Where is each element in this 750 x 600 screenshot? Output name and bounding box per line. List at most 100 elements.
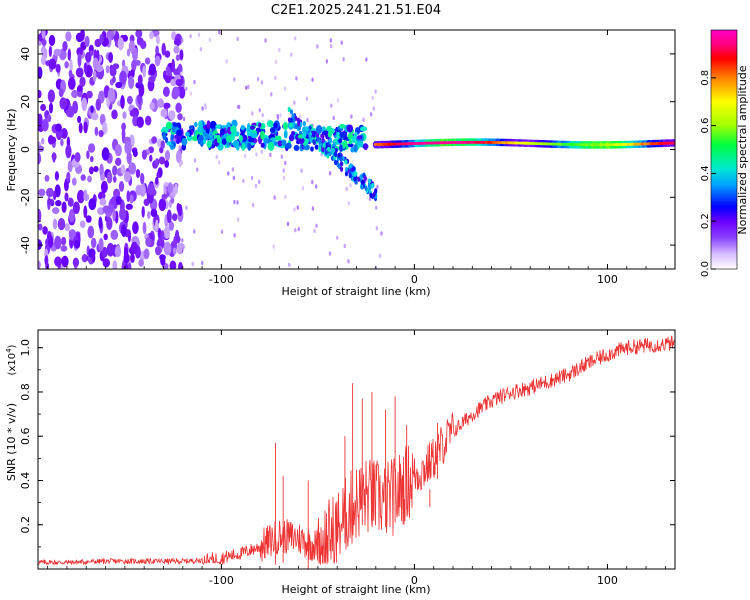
spectrogram-blob: [308, 133, 312, 139]
spectrogram-blob: [91, 253, 96, 263]
spectrogram-blob: [360, 184, 364, 190]
spectrogram-blob: [61, 236, 67, 246]
spectrogram-blob: [171, 86, 180, 99]
colorbar-tick-label: 0.8: [700, 70, 711, 86]
spectrogram-blob: [115, 157, 122, 166]
spectrogram-blob: [215, 154, 218, 160]
spectrogram-blob: [353, 171, 357, 177]
spectrogram-blob: [342, 57, 345, 62]
spectrogram-blob: [142, 221, 147, 235]
spectrogram-blob: [151, 136, 158, 144]
spectrogram-blob: [282, 175, 286, 181]
spectrogram-blob: [142, 65, 147, 78]
spectrogram-blob: [154, 158, 160, 167]
spectrogram-blob: [176, 242, 183, 255]
spectrogram-blob: [189, 91, 192, 96]
spectrogram-blob: [54, 256, 62, 267]
spectrogram-blob: [135, 30, 143, 38]
spectrogram-blob: [172, 247, 177, 255]
spectrogram-blob: [50, 136, 57, 144]
spectrogram-blob: [166, 209, 172, 224]
spectrogram-blob: [246, 122, 251, 132]
spectrogram-blob: [72, 201, 80, 215]
spectrogram-blob: [254, 183, 258, 189]
spectrogram-blob: [46, 114, 52, 123]
spectrogram-blob: [375, 205, 378, 210]
spectrogram-blob: [179, 49, 184, 61]
spectrogram-blob: [158, 156, 166, 165]
spectrogram-blob: [123, 252, 130, 264]
spectrogram-blob: [236, 200, 239, 205]
spectrogram-blob: [347, 132, 354, 140]
spectrogram-blob: [365, 57, 368, 62]
spectrogram-blob: [135, 168, 141, 179]
spectrogram-blob: [149, 31, 154, 40]
spectrogram-blob: [53, 48, 62, 57]
spectrogram-blob: [164, 149, 171, 162]
snr-y-label: SNR (10 * v/v): [5, 403, 18, 481]
spectrogram-blob: [233, 199, 236, 205]
spectrogram-blob: [293, 100, 296, 105]
spectrogram-blob: [367, 183, 371, 189]
spectrogram-blob: [72, 257, 80, 268]
spectrogram-blob: [141, 206, 145, 218]
y-tick-label: 0: [19, 146, 32, 153]
spectrogram-blob: [54, 171, 60, 181]
spectrogram-blob: [284, 160, 287, 166]
spectrogram-blob: [226, 122, 232, 127]
spectrogram-blob: [126, 48, 131, 57]
spectrogram-blob: [112, 165, 118, 176]
spectrogram-blob: [204, 103, 207, 108]
spectrogram-blob: [40, 103, 47, 112]
spectrogram-blob: [276, 113, 279, 119]
spectrogram-blob: [128, 75, 135, 89]
spectrogram-blob: [339, 156, 343, 162]
spectrogram-blob: [267, 141, 275, 151]
spectrogram-blob: [197, 32, 201, 37]
spectrogram-blob: [231, 167, 235, 172]
spectrogram-blob: [226, 141, 230, 148]
colorbar-ticks: 0.0 0.2 0.4 0.6 0.8: [700, 70, 716, 277]
spectrogram-blob: [110, 198, 116, 205]
spectrogram-blob: [241, 142, 246, 151]
spectrogram-blob: [55, 63, 61, 73]
spectrogram-blob: [283, 86, 287, 91]
spectrogram-blob: [52, 207, 60, 214]
spectrogram-blob: [359, 174, 363, 180]
spectrogram-blob: [106, 30, 115, 39]
spectrogram-blob: [38, 90, 42, 99]
spectrogram-blob: [185, 86, 188, 92]
colorbar-tick-label: 0.6: [700, 118, 711, 134]
spectrogram-blob: [185, 205, 188, 210]
spectrogram-x-label: Height of straight line (km): [281, 285, 430, 298]
spectrogram-y-label: Frequency (Hz): [5, 109, 18, 192]
spectrogram-blob: [101, 147, 110, 161]
spectrogram-blob: [275, 135, 282, 141]
spectrogram-blob: [126, 151, 132, 165]
spectrogram-blob: [303, 132, 307, 138]
spectrogram-blob: [356, 135, 363, 140]
spectrogram-blob: [41, 38, 47, 46]
spectrogram-blob: [316, 44, 319, 49]
y-tick-label: -40: [19, 236, 32, 254]
spectrogram-blob: [144, 57, 151, 65]
spectrogram-blob: [86, 150, 90, 160]
spectrogram-blob: [131, 59, 137, 71]
spectrogram-blob: [185, 132, 190, 137]
spectrogram-blob: [328, 151, 332, 157]
y-tick-label: 0.8: [19, 383, 32, 401]
spectrogram-blob: [191, 135, 199, 142]
spectrogram-blob: [332, 115, 335, 121]
spectrogram-blob: [148, 63, 157, 76]
spectrogram-blob: [260, 142, 265, 148]
spectrogram-blob: [301, 186, 304, 191]
spectrogram-blob: [98, 207, 103, 215]
spectrogram-blob: [38, 145, 45, 153]
spectrogram-blob: [282, 121, 289, 131]
spectrogram-y-ticks: -40 -20 0 20 40: [19, 29, 675, 270]
spectrogram-blob: [164, 50, 171, 58]
spectrogram-blob: [99, 163, 104, 178]
spectrogram-blob: [339, 123, 346, 129]
spectrogram-blob: [352, 135, 356, 144]
